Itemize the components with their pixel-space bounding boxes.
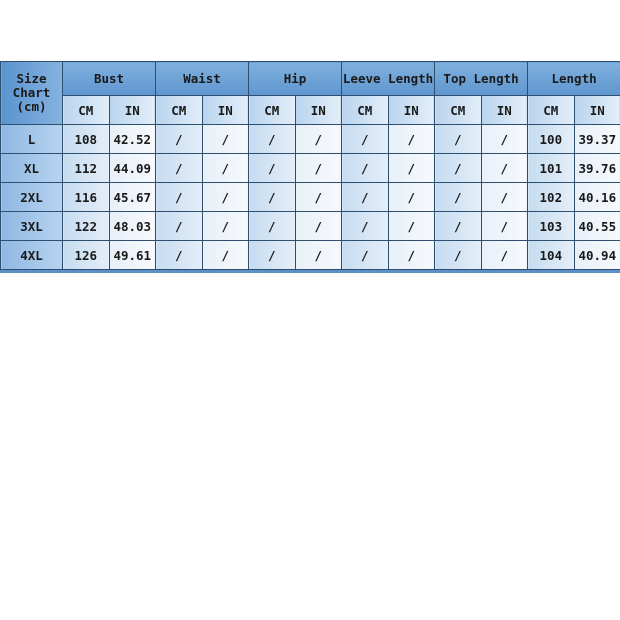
table-row: 3XL 122 48.03// / / / / //103 40.55	[0, 211, 620, 241]
unit-header-cm: CM	[434, 95, 482, 125]
size-header: Size Chart (cm)	[0, 61, 63, 125]
value-cell: /	[248, 182, 296, 212]
group-header-row: Size Chart (cm) Bust Waist Hip Leeve Length…	[0, 61, 620, 125]
value-cell: 112	[62, 153, 110, 183]
value-cell: /	[480, 240, 529, 270]
value-cell: /	[341, 211, 389, 241]
unit-header-cm: CM	[155, 95, 203, 125]
value-cell: /	[434, 211, 482, 241]
unit-header-in: IN	[480, 95, 529, 125]
unit-header-in: IN	[387, 95, 436, 125]
value-cell: 48.03	[108, 211, 157, 241]
value-cell: /	[248, 124, 296, 154]
value-cell: 116	[62, 182, 110, 212]
value-cell: /	[294, 211, 343, 241]
value-cell: 104	[527, 240, 575, 270]
value-cell: /	[387, 124, 436, 154]
value-cell: /	[434, 124, 482, 154]
value-cell: /	[294, 124, 343, 154]
value-cell: /	[480, 211, 529, 241]
unit-header-in: IN	[108, 95, 157, 125]
value-cell: /	[387, 240, 436, 270]
value-cell: /	[201, 153, 250, 183]
value-cell: 108	[62, 124, 110, 154]
value-cell: /	[434, 182, 482, 212]
size-chart: Size Chart (cm) Bust Waist Hip Leeve Length…	[0, 61, 620, 270]
value-cell: 103	[527, 211, 575, 241]
size-cell: L	[0, 124, 63, 154]
value-cell: /	[480, 153, 529, 183]
value-cell: /	[341, 153, 389, 183]
value-cell: /	[294, 240, 343, 270]
size-chart-table: Size Chart (cm) Bust Waist Hip Leeve Length…	[0, 61, 620, 270]
value-cell: /	[155, 153, 203, 183]
value-cell: /	[341, 182, 389, 212]
value-cell: 45.67	[108, 182, 157, 212]
value-cell: /	[480, 124, 529, 154]
table-row: 4XL 126 49.61// / / / / //104 40.94	[0, 240, 620, 270]
value-cell: 42.52	[108, 124, 157, 154]
value-cell: /	[480, 182, 529, 212]
size-cell: XL	[0, 153, 63, 183]
group-header: Leeve Length	[341, 61, 436, 96]
value-cell: 122	[62, 211, 110, 241]
group-header: Length	[527, 61, 620, 96]
value-cell: /	[248, 211, 296, 241]
value-cell: 49.61	[108, 240, 157, 270]
value-cell: /	[387, 182, 436, 212]
size-cell: 3XL	[0, 211, 63, 241]
group-header: Bust	[61, 61, 157, 96]
value-cell: /	[294, 182, 343, 212]
value-cell: /	[201, 240, 250, 270]
value-cell: 101	[527, 153, 575, 183]
group-header: Waist	[155, 61, 250, 96]
value-cell: /	[201, 124, 250, 154]
value-cell: /	[155, 124, 203, 154]
value-cell: 102	[527, 182, 575, 212]
value-cell: /	[434, 153, 482, 183]
unit-header-cm: CM	[341, 95, 389, 125]
value-cell: 39.37	[573, 124, 620, 154]
value-cell: /	[155, 240, 203, 270]
table-row: L 108 42.52// / / / / //100 39.37	[0, 124, 620, 154]
unit-header-in: IN	[201, 95, 250, 125]
value-cell: /	[294, 153, 343, 183]
value-cell: 126	[62, 240, 110, 270]
value-cell: /	[201, 211, 250, 241]
value-cell: /	[341, 240, 389, 270]
value-cell: 40.55	[573, 211, 620, 241]
value-cell: 40.16	[573, 182, 620, 212]
value-cell: /	[434, 240, 482, 270]
unit-header-row: CM IN CM IN CM IN CM IN CM IN CM IN	[1, 95, 620, 125]
unit-header-cm: CM	[248, 95, 296, 125]
bottom-rule	[0, 270, 620, 273]
table-row: XL 112 44.09// / / / / //101 39.76	[0, 153, 620, 183]
value-cell: /	[248, 240, 296, 270]
unit-header-in: IN	[294, 95, 343, 125]
unit-header-in: IN	[573, 95, 620, 125]
unit-header-cm: CM	[527, 95, 575, 125]
group-header: Top Length	[434, 61, 529, 96]
value-cell: 44.09	[108, 153, 157, 183]
value-cell: /	[341, 124, 389, 154]
size-cell: 4XL	[0, 240, 63, 270]
value-cell: 39.76	[573, 153, 620, 183]
value-cell: /	[155, 211, 203, 241]
value-cell: 40.94	[573, 240, 620, 270]
value-cell: 100	[527, 124, 575, 154]
value-cell: /	[248, 153, 296, 183]
value-cell: /	[155, 182, 203, 212]
value-cell: /	[387, 153, 436, 183]
unit-header-cm: CM	[62, 95, 110, 125]
table-row: 2XL 116 45.67// / / / / //102 40.16	[0, 182, 620, 212]
size-cell: 2XL	[0, 182, 63, 212]
value-cell: /	[387, 211, 436, 241]
group-header: Hip	[248, 61, 343, 96]
value-cell: /	[201, 182, 250, 212]
